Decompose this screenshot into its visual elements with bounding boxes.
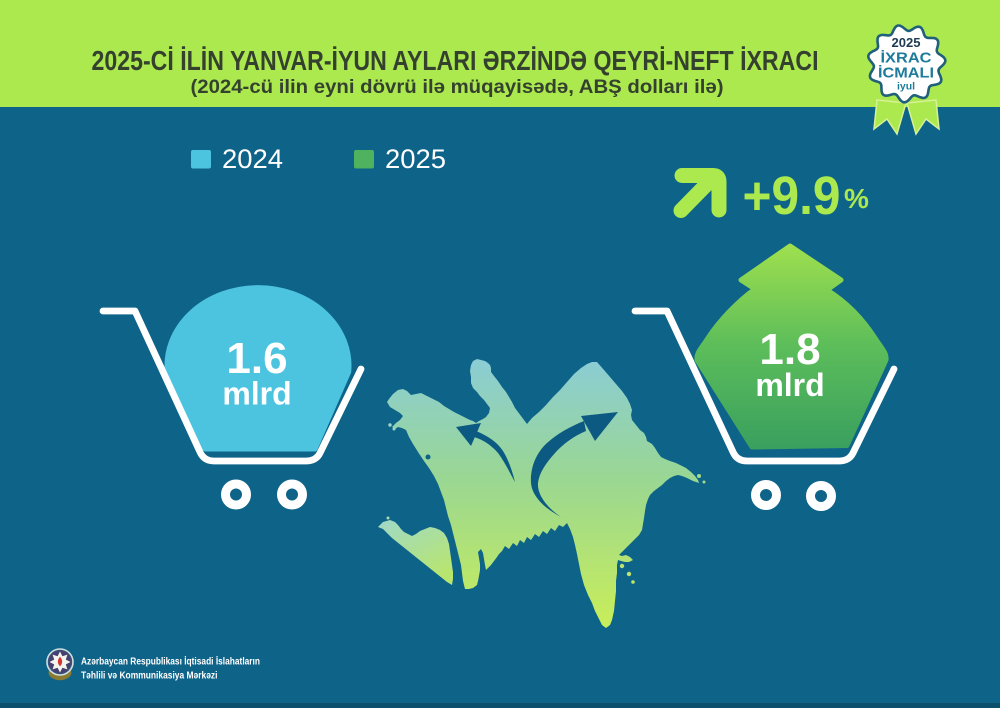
svg-text:1.8: 1.8 bbox=[759, 325, 820, 374]
svg-text:1.6: 1.6 bbox=[226, 334, 287, 383]
svg-text:%: % bbox=[844, 183, 869, 214]
svg-text:Azərbaycan Respublikası İqtisa: Azərbaycan Respublikası İqtisadi İslahat… bbox=[81, 655, 260, 668]
svg-text:2025-Cİ İLİN YANVAR-İYUN AYLAR: 2025-Cİ İLİN YANVAR-İYUN AYLARI ƏRZİNDƏ … bbox=[92, 45, 819, 76]
svg-text:İXRAC: İXRAC bbox=[881, 50, 932, 67]
svg-text:mlrd: mlrd bbox=[755, 367, 824, 403]
svg-text:Təhlili və Kommunikasiya Mərkə: Təhlili və Kommunikasiya Mərkəzi bbox=[81, 670, 218, 682]
svg-text:iyul: iyul bbox=[897, 81, 915, 93]
svg-text:2024: 2024 bbox=[222, 144, 283, 174]
svg-text:2025: 2025 bbox=[385, 144, 446, 174]
svg-text:İCMALI: İCMALI bbox=[878, 65, 934, 82]
svg-text:2025: 2025 bbox=[892, 36, 921, 50]
svg-text:+9.9: +9.9 bbox=[743, 167, 841, 226]
svg-text:mlrd: mlrd bbox=[222, 376, 291, 412]
svg-text:(2024-cü ilin eyni dövrü ilə m: (2024-cü ilin eyni dövrü ilə müqayisədə,… bbox=[191, 76, 724, 98]
